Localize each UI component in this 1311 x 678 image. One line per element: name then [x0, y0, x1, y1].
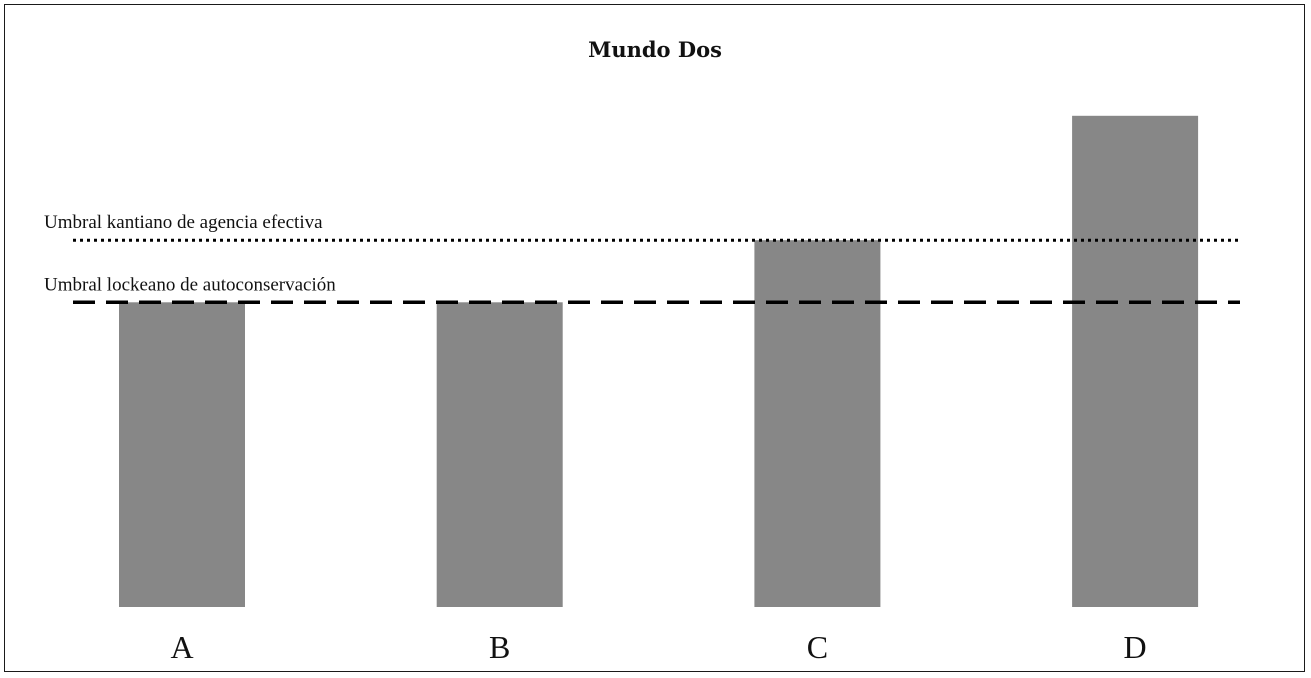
- bars-layer: [119, 115, 1199, 608]
- category-label-d: D: [1124, 629, 1147, 665]
- category-label-a: A: [170, 629, 193, 665]
- threshold-label-dashed: Umbral lockeano de autoconservación: [44, 274, 336, 295]
- threshold-label-dotted: Umbral kantiano de agencia efectiva: [44, 212, 323, 233]
- bar-d: [1072, 115, 1199, 608]
- category-label-b: B: [489, 629, 510, 665]
- bar-a: [119, 302, 245, 607]
- bar-c: [754, 240, 881, 607]
- category-labels: A B C D: [170, 629, 1146, 665]
- chart-title: Mundo Dos: [588, 37, 722, 62]
- category-label-c: C: [807, 629, 828, 665]
- bar-b: [436, 302, 563, 607]
- thresholds-layer: Umbral kantiano de agencia efectiva Umbra…: [44, 212, 1240, 305]
